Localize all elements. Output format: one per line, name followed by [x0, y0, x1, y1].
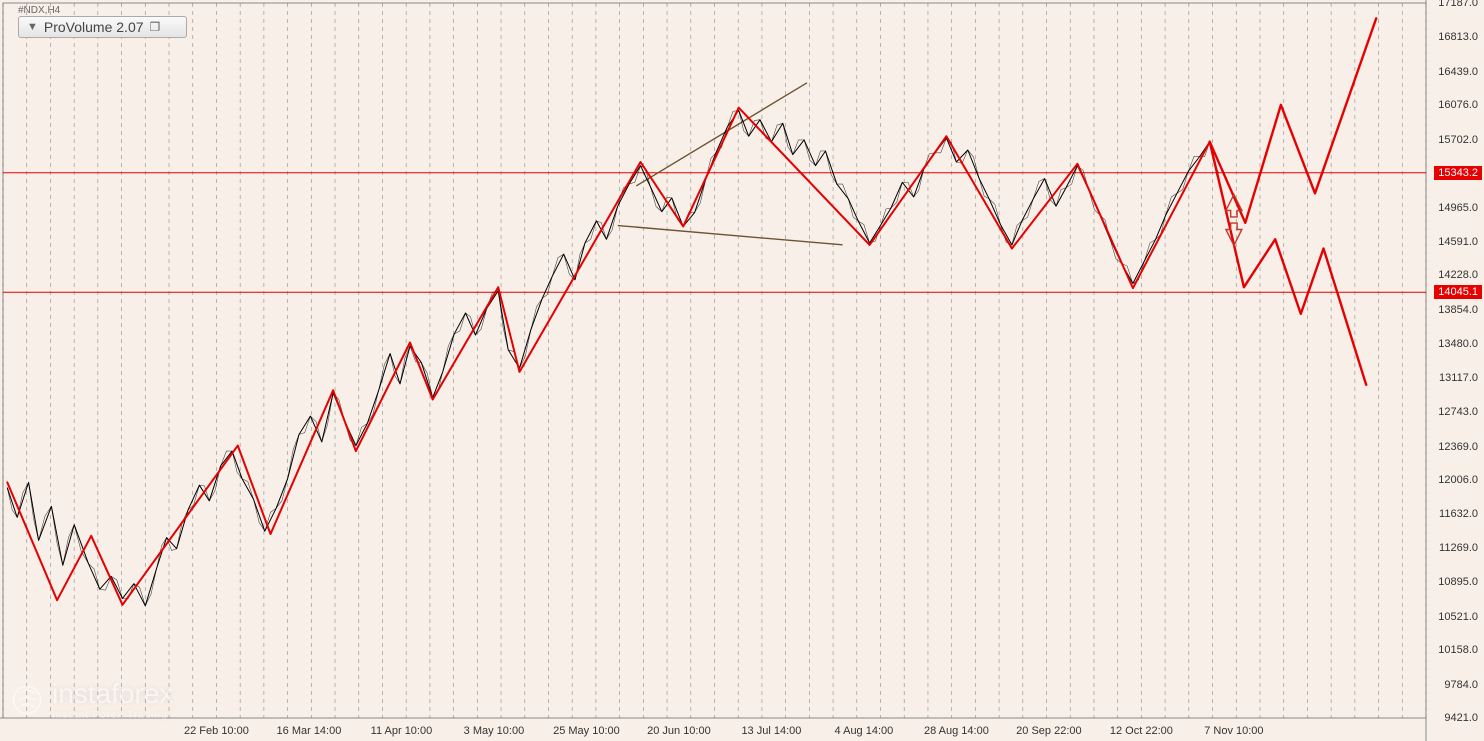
y-tick-label: 12743.0: [1438, 406, 1478, 418]
chart-container: #NDX,H4 ▼ ProVolume 2.07 ❐ 9421.0 9784.0 1…: [0, 0, 1484, 741]
x-tick-label: 3 May 10:00: [464, 725, 525, 737]
watermark-tagline: Instant Forex Trading: [52, 710, 173, 721]
y-tick-label: 9784.0: [1444, 679, 1478, 691]
y-tick-label: 14591.0: [1438, 236, 1478, 248]
y-tick-label: 14965.0: [1438, 202, 1478, 214]
y-tick-label: 11632.0: [1439, 508, 1478, 520]
price-tag: 14045.1: [1434, 285, 1482, 299]
x-tick-label: 22 Feb 10:00: [184, 725, 249, 737]
y-tick-label: 15702.0: [1438, 134, 1478, 146]
chevron-down-icon[interactable]: ▼: [27, 21, 38, 33]
y-tick-label: 9421.0: [1444, 712, 1478, 724]
svg-text:#NDX,H4: #NDX,H4: [18, 5, 61, 16]
indicator-label: ProVolume 2.07: [44, 19, 144, 35]
x-tick-label: 20 Sep 22:00: [1016, 725, 1081, 737]
y-tick-label: 17187.0: [1438, 0, 1478, 9]
y-tick-label: 12006.0: [1438, 474, 1478, 486]
x-tick-label: 13 Jul 14:00: [741, 725, 801, 737]
x-tick-label: 28 Aug 14:00: [924, 725, 989, 737]
y-tick-label: 16813.0: [1438, 31, 1478, 43]
y-tick-label: 12369.0: [1438, 441, 1478, 453]
watermark-brand: instaforex: [52, 678, 173, 709]
price-tag: 15343.2: [1434, 166, 1482, 180]
x-tick-label: 12 Oct 22:00: [1110, 725, 1173, 737]
x-tick-label: 25 May 10:00: [553, 725, 620, 737]
y-tick-label: 11269.0: [1439, 542, 1478, 554]
x-tick-label: 4 Aug 14:00: [835, 725, 894, 737]
y-tick-label: 10521.0: [1438, 611, 1478, 623]
x-tick-label: 7 Nov 10:00: [1204, 725, 1263, 737]
y-tick-label: 10158.0: [1438, 644, 1478, 656]
restore-icon[interactable]: ❐: [150, 20, 161, 34]
y-tick-label: 13854.0: [1438, 304, 1478, 316]
x-tick-label: 11 Apr 10:00: [371, 725, 433, 737]
y-tick-label: 16076.0: [1438, 99, 1478, 111]
chart-svg: #NDX,H4: [0, 0, 1484, 741]
y-tick-label: 13117.0: [1439, 372, 1478, 384]
logo-icon: [10, 683, 44, 717]
y-tick-label: 10895.0: [1438, 576, 1478, 588]
y-tick-label: 13480.0: [1438, 338, 1478, 350]
y-tick-label: 16439.0: [1438, 66, 1478, 78]
y-tick-label: 14228.0: [1438, 269, 1478, 281]
x-tick-label: 20 Jun 10:00: [647, 725, 711, 737]
indicator-bar[interactable]: ▼ ProVolume 2.07 ❐: [18, 16, 187, 38]
x-tick-label: 16 Mar 14:00: [277, 725, 342, 737]
watermark: instaforex Instant Forex Trading: [10, 678, 173, 721]
